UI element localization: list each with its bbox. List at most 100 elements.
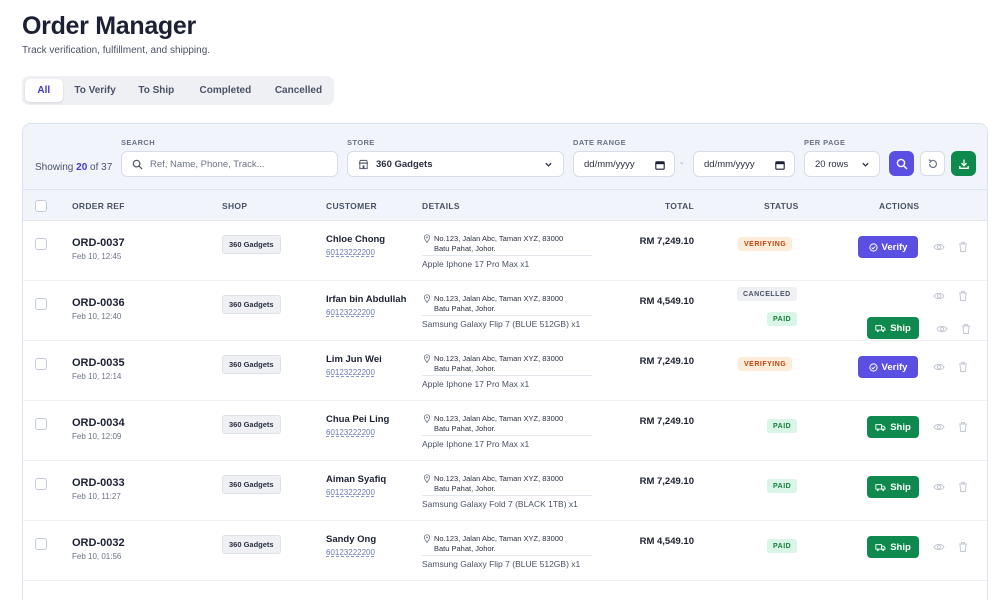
order-ref[interactable]: ORD-0034 [72, 417, 125, 429]
column-customer[interactable]: CUSTOMER [326, 201, 377, 211]
order-ref[interactable]: ORD-0033 [72, 477, 125, 489]
column-shop[interactable]: SHOP [222, 201, 248, 211]
select-all-checkbox[interactable] [35, 200, 47, 212]
verify-button[interactable]: Verify [858, 356, 918, 378]
ship-button[interactable]: Ship [867, 317, 919, 339]
ship-button[interactable]: Ship [867, 476, 919, 498]
table-row[interactable]: ORD-0032 Feb 10, 01:56 360 Gadgets Sandy On… [23, 521, 987, 581]
order-total: RM 7,249.10 [639, 416, 694, 427]
trash-icon[interactable] [957, 540, 969, 552]
showing-of: of [90, 162, 99, 173]
address-line-1: No.123, Jalan Abc, Taman XYZ, 83000 [434, 354, 564, 363]
table-row[interactable]: ORD-0037 Feb 10, 12:45 360 Gadgets Chloe Ch… [23, 221, 987, 281]
ship-button[interactable]: Ship [867, 416, 919, 438]
eye-icon[interactable] [933, 240, 945, 252]
per-page-label: PER PAGE [804, 138, 846, 147]
customer-name: Chua Pei Ling [326, 414, 390, 425]
customer-name: Sandy Ong [326, 534, 377, 545]
row-checkbox[interactable] [35, 538, 47, 550]
shop-badge: 360 Gadgets [222, 475, 281, 494]
table-row[interactable]: ORD-0034 Feb 10, 12:09 360 Gadgets Chua Pei… [23, 401, 987, 461]
trash-icon[interactable] [957, 480, 969, 492]
row-checkbox[interactable] [35, 238, 47, 250]
customer-name: Chloe Chong [326, 234, 386, 245]
eye-icon[interactable] [936, 322, 948, 334]
address-line-1: No.123, Jalan Abc, Taman XYZ, 83000 [434, 534, 564, 543]
trash-icon[interactable] [957, 240, 969, 252]
tab-all[interactable]: All [25, 79, 63, 102]
eye-icon[interactable] [933, 540, 945, 552]
row-checkbox[interactable] [35, 418, 47, 430]
customer-phone[interactable]: 60123222200 [326, 428, 375, 437]
eye-icon[interactable] [933, 360, 945, 372]
action-label: Ship [890, 421, 911, 433]
column-details[interactable]: DETAILS [422, 201, 460, 211]
tab-to-verify[interactable]: To Verify [74, 85, 116, 96]
reset-button[interactable] [920, 151, 945, 176]
download-button[interactable] [951, 151, 976, 176]
tab-cancelled[interactable]: Cancelled [274, 85, 323, 96]
location-pin-icon [423, 534, 431, 544]
status-tabs: All To Verify To Ship Completed Cancelle… [22, 76, 334, 105]
tab-to-ship[interactable]: To Ship [138, 85, 175, 96]
trash-icon[interactable] [957, 289, 969, 301]
ship-button[interactable]: Ship [867, 536, 919, 558]
action-label: Verify [881, 241, 908, 253]
table-header: ORDER REF SHOP CUSTOMER DETAILS TOTAL ST… [23, 190, 987, 221]
search-button[interactable] [889, 151, 914, 176]
search-placeholder: Ref, Name, Phone, Track... [150, 158, 265, 170]
action-label: Ship [890, 541, 911, 553]
order-ref[interactable]: ORD-0036 [72, 297, 125, 309]
eye-icon[interactable] [933, 289, 945, 301]
shipping-address: No.123, Jalan Abc, Taman XYZ, 83000 Batu … [422, 294, 592, 316]
address-line-2: Batu Pahat, Johor. [434, 363, 496, 373]
customer-phone[interactable]: 60123222200 [326, 368, 375, 377]
shipping-address: No.123, Jalan Abc, Taman XYZ, 83000 Batu … [422, 354, 592, 376]
table-row[interactable]: ORD-0033 Feb 10, 11:27 360 Gadgets Aiman Sy… [23, 461, 987, 521]
verify-button[interactable]: Verify [858, 236, 918, 258]
trash-icon[interactable] [957, 420, 969, 432]
calendar-icon [655, 161, 665, 170]
order-ref[interactable]: ORD-0035 [72, 357, 125, 369]
trash-icon[interactable] [960, 322, 972, 334]
date-from-input[interactable]: dd/mm/yyyy [573, 151, 675, 177]
row-checkbox[interactable] [35, 358, 47, 370]
order-ref[interactable]: ORD-0032 [72, 537, 125, 549]
tab-completed[interactable]: Completed [199, 85, 252, 96]
product-line: Samsung Galaxy Fold 7 (BLACK 1TB) x1 [422, 499, 578, 509]
address-line-2: Batu Pahat, Johor. [434, 243, 496, 253]
eye-icon[interactable] [933, 480, 945, 492]
customer-phone[interactable]: 60123222200 [326, 248, 375, 257]
search-icon [896, 158, 907, 169]
customer-phone[interactable]: 60123222200 [326, 488, 375, 497]
customer-phone[interactable]: 60123222200 [326, 548, 375, 557]
row-checkbox[interactable] [35, 298, 47, 310]
table-row[interactable]: ORD-0036 Feb 10, 12:40 360 Gadgets Irfan bi… [23, 281, 987, 341]
status-badge: VERIFYING [738, 357, 793, 371]
status-badge: PAID [767, 479, 798, 493]
address-line-2: Batu Pahat, Johor. [434, 483, 496, 493]
order-date: Feb 10, 01:56 [72, 552, 122, 561]
address-line-1: No.123, Jalan Abc, Taman XYZ, 83000 [434, 474, 564, 483]
column-order-ref[interactable]: ORDER REF [72, 201, 125, 211]
location-pin-icon [423, 354, 431, 364]
location-pin-icon [423, 294, 431, 304]
date-to-input[interactable]: dd/mm/yyyy [693, 151, 795, 177]
customer-phone[interactable]: 60123222200 [326, 308, 375, 317]
product-line: Samsung Galaxy Flip 7 (BLUE 512GB) x1 [422, 559, 581, 569]
row-checkbox[interactable] [35, 478, 47, 490]
column-total[interactable]: TOTAL [664, 201, 694, 211]
column-status[interactable]: STATUS [764, 201, 799, 211]
table-row[interactable]: ORD-0035 Feb 10, 12:14 360 Gadgets Lim Jun … [23, 341, 987, 401]
truck-icon [875, 543, 886, 552]
trash-icon[interactable] [957, 360, 969, 372]
search-input[interactable]: Ref, Name, Phone, Track... [121, 151, 338, 177]
order-ref[interactable]: ORD-0037 [72, 237, 125, 249]
store-select[interactable]: 360 Gadgets [347, 151, 564, 177]
page-subtitle: Track verification, fulfillment, and shi… [22, 45, 211, 56]
eye-icon[interactable] [933, 420, 945, 432]
action-label: Ship [890, 322, 911, 334]
per-page-select[interactable]: 20 rows [804, 151, 880, 177]
filter-bar: Showing 20 of 37 SEARCH Ref, Name, Phone… [23, 124, 987, 190]
showing-total: 37 [101, 162, 113, 173]
